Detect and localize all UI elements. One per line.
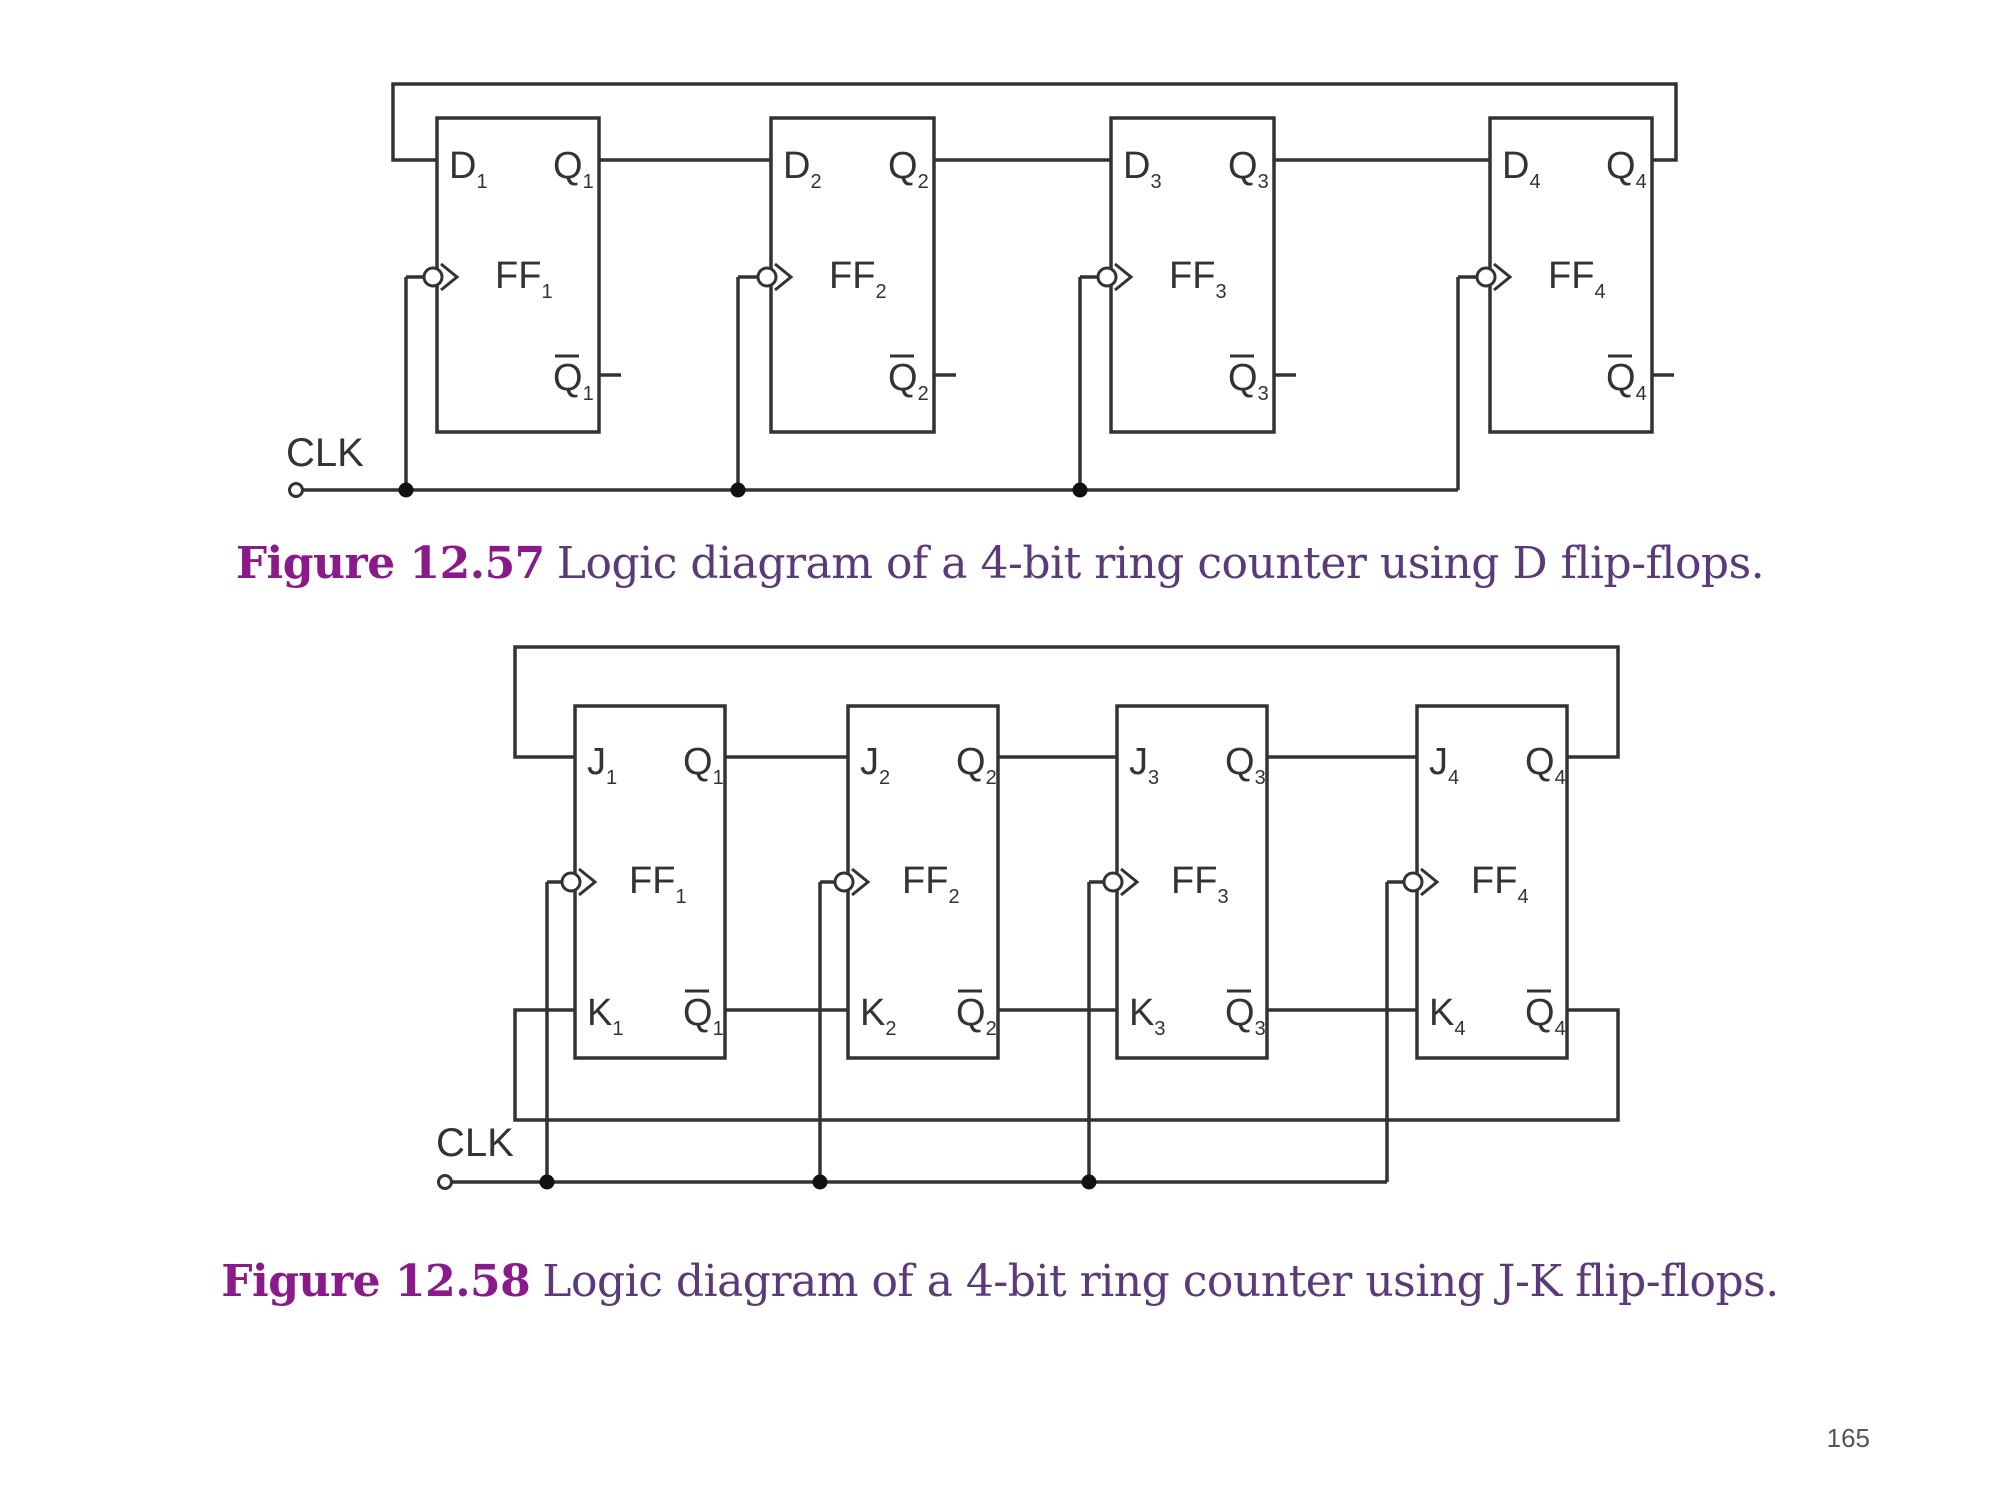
feedback-wire-k — [513, 1008, 1620, 1122]
figure-label: Figure 12.58 — [221, 1256, 531, 1307]
flip-flop-box — [435, 116, 601, 434]
clock-inversion-bubble — [833, 871, 855, 893]
flip-flop-box — [1109, 116, 1276, 434]
clock-triangle — [1114, 262, 1134, 292]
clock-inversion-bubble — [422, 266, 444, 288]
clock-triangle — [774, 262, 794, 292]
junction-dot — [539, 1174, 555, 1190]
figure-text: Logic diagram of a 4-bit ring counter us… — [542, 1256, 1779, 1307]
clock-inversion-bubble — [1402, 871, 1424, 893]
flip-flop-box — [1488, 116, 1654, 434]
junction-dot — [1072, 482, 1088, 498]
clock-triangle — [851, 867, 871, 897]
clock-label: CLK — [286, 431, 364, 475]
figure-caption-d: Figure 12.57 Logic diagram of a 4-bit rin… — [0, 538, 2000, 589]
feedback-wire-j — [513, 645, 1620, 759]
figure-text: Logic diagram of a 4-bit ring counter us… — [556, 538, 1765, 589]
junction-dot — [812, 1174, 828, 1190]
clock-label: CLK — [436, 1121, 514, 1165]
clock-terminal — [437, 1174, 453, 1190]
clock-triangle — [578, 867, 598, 897]
figure-label: Figure 12.57 — [235, 538, 545, 589]
junction-dot — [1081, 1174, 1097, 1190]
clock-terminal — [288, 482, 304, 498]
clock-inversion-bubble — [756, 266, 778, 288]
clock-triangle — [1120, 867, 1140, 897]
clock-triangle — [1493, 262, 1513, 292]
page-number: 165 — [1826, 1423, 1870, 1453]
clock-inversion-bubble — [1475, 266, 1497, 288]
junction-dot — [730, 482, 746, 498]
flip-flop-box — [573, 704, 727, 1060]
clock-inversion-bubble — [1102, 871, 1124, 893]
feedback-wire — [391, 82, 1678, 162]
clock-inversion-bubble — [1096, 266, 1118, 288]
clock-inversion-bubble — [560, 871, 582, 893]
figure-caption-jk: Figure 12.58 Logic diagram of a 4-bit rin… — [0, 1256, 2000, 1307]
clock-triangle — [440, 262, 460, 292]
clock-triangle — [1420, 867, 1440, 897]
flip-flop-box — [846, 704, 1000, 1060]
junction-dot — [398, 482, 414, 498]
